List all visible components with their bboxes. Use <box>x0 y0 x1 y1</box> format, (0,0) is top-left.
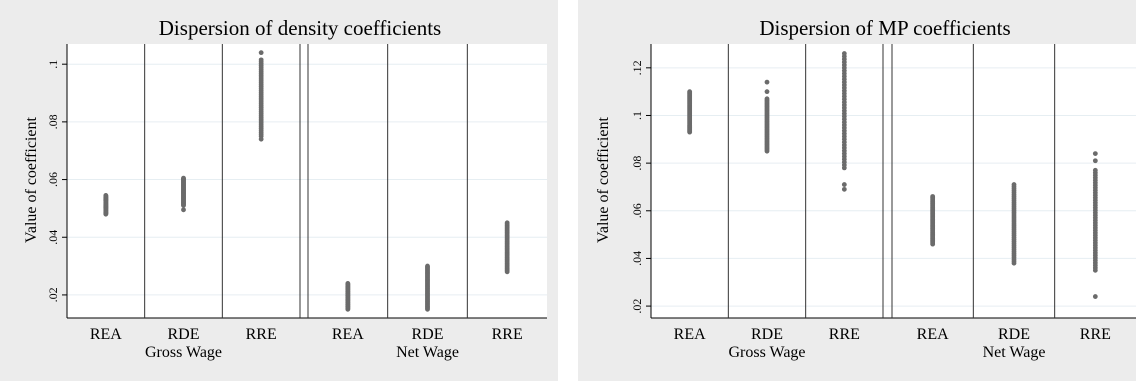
plot-area <box>651 44 1136 318</box>
data-point <box>1011 182 1017 187</box>
series-rre-gross <box>258 50 264 142</box>
series-rea-gross <box>687 89 693 135</box>
series-rea-net <box>345 280 351 312</box>
data-point <box>764 79 770 85</box>
category-label: REA <box>917 326 949 343</box>
series-rde-gross <box>764 79 770 154</box>
data-point <box>841 51 847 56</box>
density-chart-panel: .02 .04 .06 .08 .1 REA RDE RRE REA RDE RRE Gross Wa… <box>0 0 558 381</box>
series-rea-gross <box>103 193 109 217</box>
series-rre-net <box>504 220 510 275</box>
category-label: RRE <box>246 326 277 343</box>
y-axis-label: Value of coefficient <box>595 117 612 243</box>
chart-title: Dispersion of density coefficients <box>159 16 441 40</box>
data-point <box>764 89 770 95</box>
data-point <box>841 186 847 192</box>
data-point <box>425 263 430 269</box>
category-label: REA <box>332 326 364 343</box>
y-tick-label: .04 <box>630 251 644 266</box>
plot-area <box>67 44 547 318</box>
data-point <box>181 175 186 181</box>
category-label: RDE <box>412 326 444 343</box>
y-tick-label: .08 <box>46 114 60 129</box>
density-chart: .02 .04 .06 .08 .1 REA RDE RRE REA RDE RRE Gross Wa… <box>23 16 547 361</box>
y-tick-label: .1 <box>46 60 60 69</box>
data-point <box>1092 158 1098 164</box>
y-axis-label: Value of coefficient <box>23 117 40 243</box>
category-label: RRE <box>1080 326 1111 343</box>
y-tick-label: .1 <box>630 111 644 120</box>
series-rde-net <box>425 263 430 312</box>
category-label: RDE <box>168 326 200 343</box>
y-tick-label: .04 <box>46 230 60 245</box>
data-point <box>258 50 264 56</box>
category-label: RRE <box>829 326 860 343</box>
data-point <box>504 220 510 226</box>
y-tick-label: .06 <box>46 172 60 187</box>
data-point <box>1092 151 1098 157</box>
data-point <box>103 193 109 198</box>
series-rea-net <box>930 194 936 247</box>
mp-chart: .02 .04 .06 .08 .1 .12 REA RDE RRE REA RDE RRE Gross… <box>595 16 1136 361</box>
category-label: RDE <box>751 326 783 343</box>
series-rde-gross <box>181 175 186 213</box>
y-tick-label: .08 <box>630 156 644 171</box>
data-point <box>1092 167 1098 173</box>
y-tick-label: .12 <box>630 60 644 75</box>
series-rre-net <box>1092 151 1098 299</box>
data-point <box>764 96 770 102</box>
category-label: RDE <box>998 326 1030 343</box>
group-label: Gross Wage <box>145 344 222 361</box>
y-tick-label: .02 <box>630 299 644 314</box>
category-label: REA <box>674 326 706 343</box>
y-tick-label: .02 <box>46 287 60 302</box>
category-label: RRE <box>492 326 523 343</box>
data-point <box>687 89 693 95</box>
data-point <box>841 182 847 187</box>
data-point <box>1092 294 1098 299</box>
data-point <box>258 136 264 142</box>
series-rre-gross <box>841 51 847 192</box>
chart-title: Dispersion of MP coefficients <box>759 16 1010 40</box>
data-point <box>181 207 186 213</box>
group-label: Gross Wage <box>728 344 805 361</box>
y-tick-label: .06 <box>630 203 644 218</box>
series-rde-net <box>1011 182 1017 266</box>
data-point <box>258 57 264 63</box>
category-label: REA <box>90 326 122 343</box>
data-point <box>345 280 351 286</box>
mp-chart-panel: .02 .04 .06 .08 .1 .12 REA RDE RRE REA RDE RRE Gross… <box>578 0 1136 381</box>
group-label: Net Wage <box>983 344 1046 361</box>
group-label: Net Wage <box>396 344 459 361</box>
data-point <box>930 194 936 199</box>
